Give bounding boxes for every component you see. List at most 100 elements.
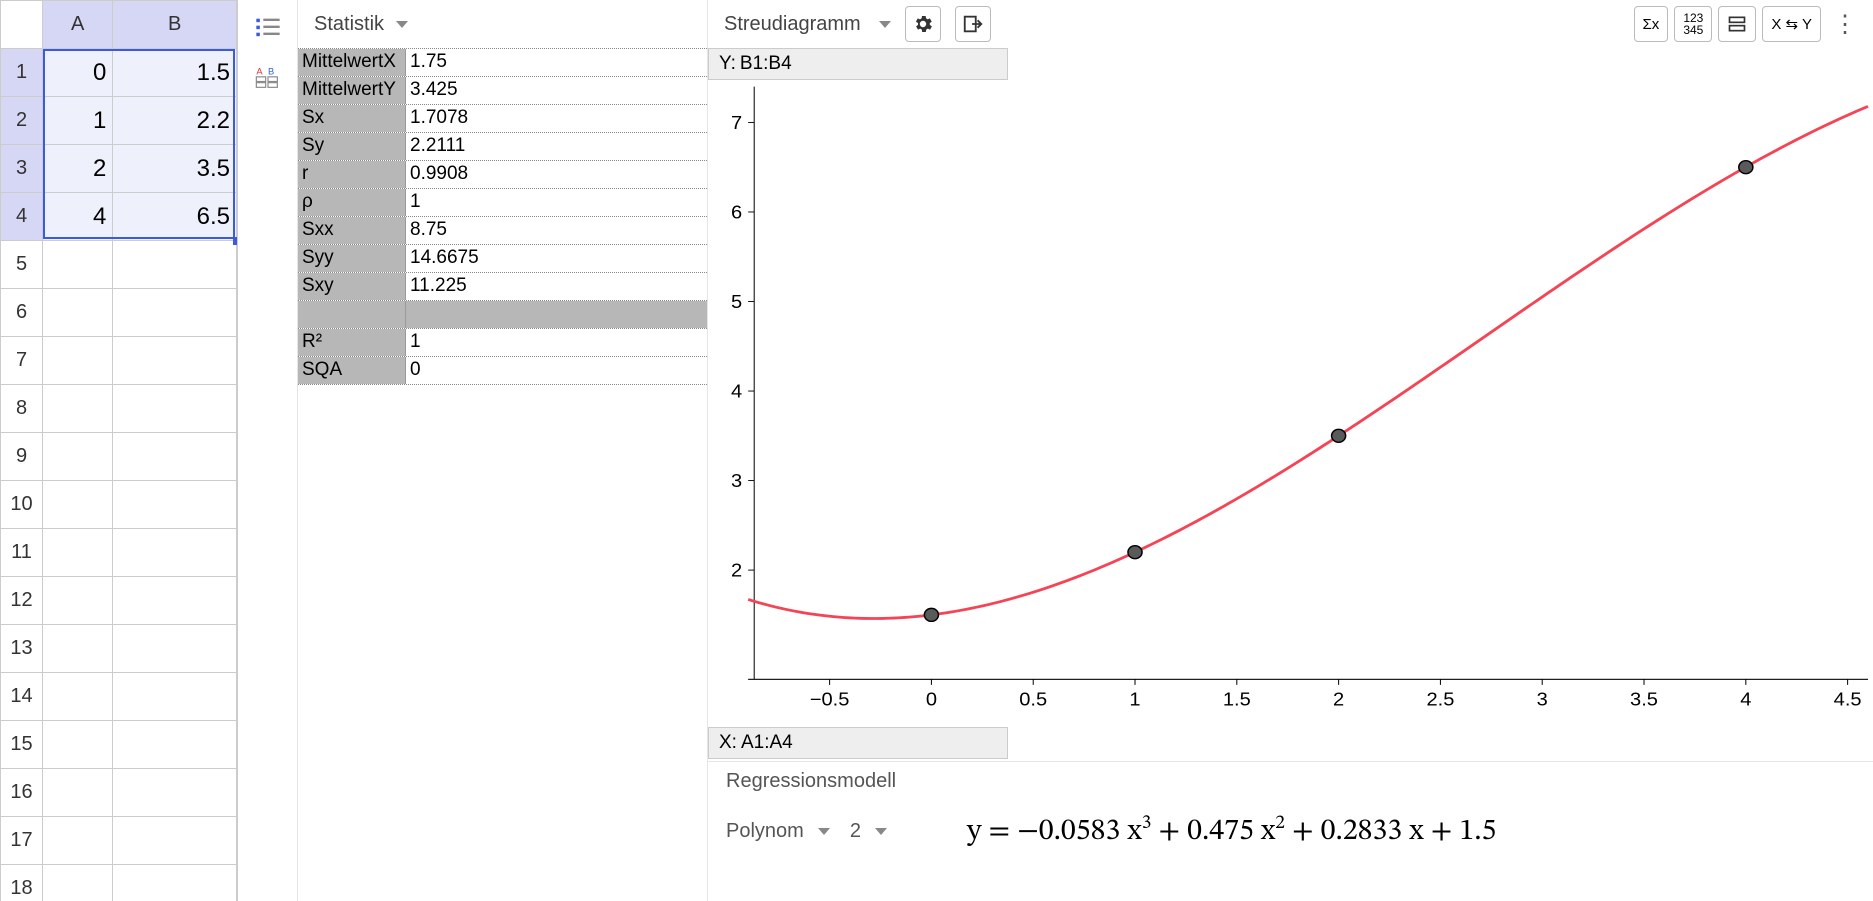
col-header-B[interactable]: B — [113, 1, 237, 49]
cell[interactable] — [113, 865, 237, 901]
chevron-down-icon[interactable] — [392, 13, 408, 36]
cell[interactable] — [43, 769, 113, 817]
stat-key: MittelwertY — [298, 77, 406, 104]
row-header[interactable]: 13 — [1, 625, 43, 673]
cell[interactable] — [43, 673, 113, 721]
stat-row: Sxy11.225 — [298, 273, 707, 301]
regression-degree-dropdown[interactable]: 2 — [850, 820, 887, 843]
cell[interactable]: 2 — [43, 145, 113, 193]
cell[interactable] — [43, 529, 113, 577]
stat-value: 1 — [406, 189, 707, 216]
cell[interactable] — [113, 817, 237, 865]
cell[interactable] — [113, 721, 237, 769]
svg-text:2.5: 2.5 — [1426, 690, 1454, 710]
cell[interactable] — [43, 289, 113, 337]
cell[interactable]: 0 — [43, 49, 113, 97]
cell[interactable] — [113, 481, 237, 529]
stat-row: MittelwertX1.75 — [298, 49, 707, 77]
spreadsheet-table[interactable]: A B 101.5212.2323.5446.55678910111213141… — [0, 0, 237, 901]
stat-row: MittelwertY3.425 — [298, 77, 707, 105]
cell[interactable] — [113, 385, 237, 433]
row-header[interactable]: 18 — [1, 865, 43, 901]
cell[interactable] — [113, 433, 237, 481]
export-icon[interactable] — [955, 6, 991, 42]
stat-row: R²1 — [298, 329, 707, 357]
chevron-down-icon[interactable] — [875, 13, 891, 36]
cell[interactable] — [43, 865, 113, 901]
cell[interactable]: 4 — [43, 193, 113, 241]
cell[interactable] — [43, 577, 113, 625]
x-range-box[interactable]: X: A1:A4 — [708, 727, 1008, 759]
cell[interactable] — [113, 241, 237, 289]
cell[interactable] — [113, 289, 237, 337]
one-var-stats-icon[interactable] — [246, 6, 290, 50]
stat-key: Sxy — [298, 273, 406, 300]
stat-row: Sx1.7078 — [298, 105, 707, 133]
sheet-corner[interactable] — [1, 1, 43, 49]
cell[interactable] — [43, 481, 113, 529]
cell[interactable] — [43, 721, 113, 769]
row-header[interactable]: 6 — [1, 289, 43, 337]
chart-type-dropdown[interactable]: Streudiagramm — [724, 13, 861, 36]
row-header[interactable]: 16 — [1, 769, 43, 817]
toolbar-column: AB — [238, 0, 298, 901]
cell[interactable] — [113, 529, 237, 577]
stats-dropdown[interactable]: Statistik — [314, 13, 384, 36]
cell[interactable]: 2.2 — [113, 97, 237, 145]
row-header[interactable]: 1 — [1, 49, 43, 97]
chart-area[interactable]: Y: B1:B4 −0.500.511.522.533.544.5234567 … — [708, 48, 1873, 761]
cell[interactable] — [113, 577, 237, 625]
chevron-down-icon[interactable] — [871, 820, 887, 843]
stat-key: SQA — [298, 357, 406, 384]
stats-table: MittelwertX1.75MittelwertY3.425Sx1.7078 S… — [298, 48, 707, 385]
stat-row: SQA0 — [298, 357, 707, 385]
cell[interactable] — [113, 673, 237, 721]
row-header[interactable]: 14 — [1, 673, 43, 721]
cell[interactable]: 3.5 — [113, 145, 237, 193]
kebab-menu-icon[interactable]: ⋮ — [1827, 6, 1863, 42]
stat-value: 1.75 — [406, 49, 707, 76]
y-range-box[interactable]: Y: B1:B4 — [708, 48, 1008, 80]
cell[interactable] — [113, 625, 237, 673]
col-header-A[interactable]: A — [43, 1, 113, 49]
row-header[interactable]: 4 — [1, 193, 43, 241]
swap-xy-button[interactable]: X ⇆ Y — [1762, 6, 1821, 42]
cell[interactable]: 1.5 — [113, 49, 237, 97]
layout-button[interactable] — [1718, 6, 1756, 42]
row-header[interactable]: 2 — [1, 97, 43, 145]
cell[interactable] — [113, 769, 237, 817]
svg-text:0.5: 0.5 — [1019, 690, 1047, 710]
chevron-down-icon[interactable] — [814, 820, 830, 843]
row-header[interactable]: 15 — [1, 721, 43, 769]
regression-panel: Regressionsmodell Polynom 2 y = −0.0583 … — [708, 761, 1873, 901]
row-header[interactable]: 3 — [1, 145, 43, 193]
two-var-stats-icon[interactable]: AB — [246, 56, 290, 100]
cell[interactable] — [43, 241, 113, 289]
stat-value: 11.225 — [406, 273, 707, 300]
cell[interactable]: 1 — [43, 97, 113, 145]
cell[interactable]: 6.5 — [113, 193, 237, 241]
stat-key — [298, 301, 406, 328]
row-header[interactable]: 9 — [1, 433, 43, 481]
svg-text:3: 3 — [1537, 690, 1548, 710]
row-header[interactable]: 7 — [1, 337, 43, 385]
row-header[interactable]: 10 — [1, 481, 43, 529]
gear-icon[interactable] — [905, 6, 941, 42]
row-header[interactable]: 12 — [1, 577, 43, 625]
cell[interactable] — [43, 817, 113, 865]
x-value: A1:A4 — [741, 732, 793, 754]
row-header[interactable]: 5 — [1, 241, 43, 289]
row-header[interactable]: 11 — [1, 529, 43, 577]
show-data-button[interactable]: 123 345 — [1674, 6, 1712, 42]
cell[interactable] — [43, 625, 113, 673]
row-header[interactable]: 17 — [1, 817, 43, 865]
cell[interactable] — [113, 337, 237, 385]
row-header[interactable]: 8 — [1, 385, 43, 433]
sigma-button[interactable]: Σx — [1634, 6, 1669, 42]
cell[interactable] — [43, 385, 113, 433]
cell[interactable] — [43, 337, 113, 385]
regression-model-dropdown[interactable]: Polynom — [726, 820, 830, 843]
regression-title: Regressionsmodell — [726, 770, 1855, 793]
cell[interactable] — [43, 433, 113, 481]
scatter-chart[interactable]: −0.500.511.522.533.544.5234567 — [708, 82, 1873, 721]
